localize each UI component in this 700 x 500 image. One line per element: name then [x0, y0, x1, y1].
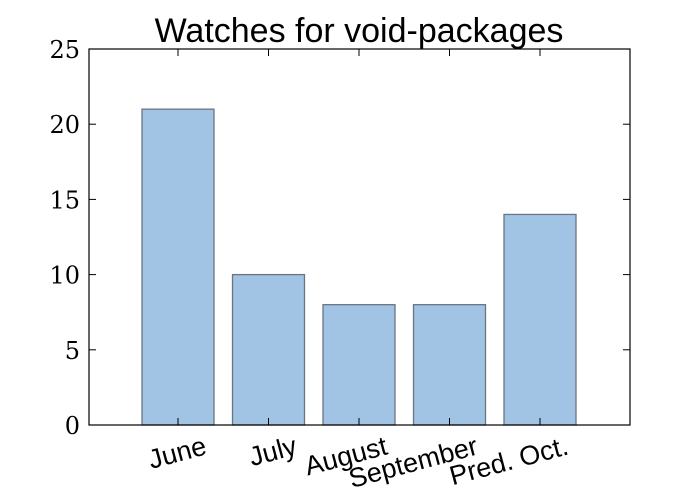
y-tick-label: 15	[49, 186, 80, 214]
y-tick-label: 25	[49, 36, 80, 64]
x-tick-label: June	[145, 431, 209, 475]
bar-pred-oct	[503, 213, 577, 426]
bar-july	[231, 273, 306, 426]
x-tick-label: July	[246, 431, 301, 473]
y-tick-label: 20	[49, 111, 80, 139]
y-tick-label: 0	[65, 412, 80, 440]
bar-september	[412, 304, 487, 426]
bar-august	[322, 304, 396, 426]
chart-title: Watches for void-packages	[155, 12, 564, 50]
bar-june	[141, 108, 215, 426]
y-tick-label: 5	[65, 337, 80, 365]
bars-layer	[141, 108, 577, 426]
y-axis-ticks: 0 5 10 15 20 25	[49, 36, 630, 440]
y-tick-label: 10	[49, 262, 80, 290]
